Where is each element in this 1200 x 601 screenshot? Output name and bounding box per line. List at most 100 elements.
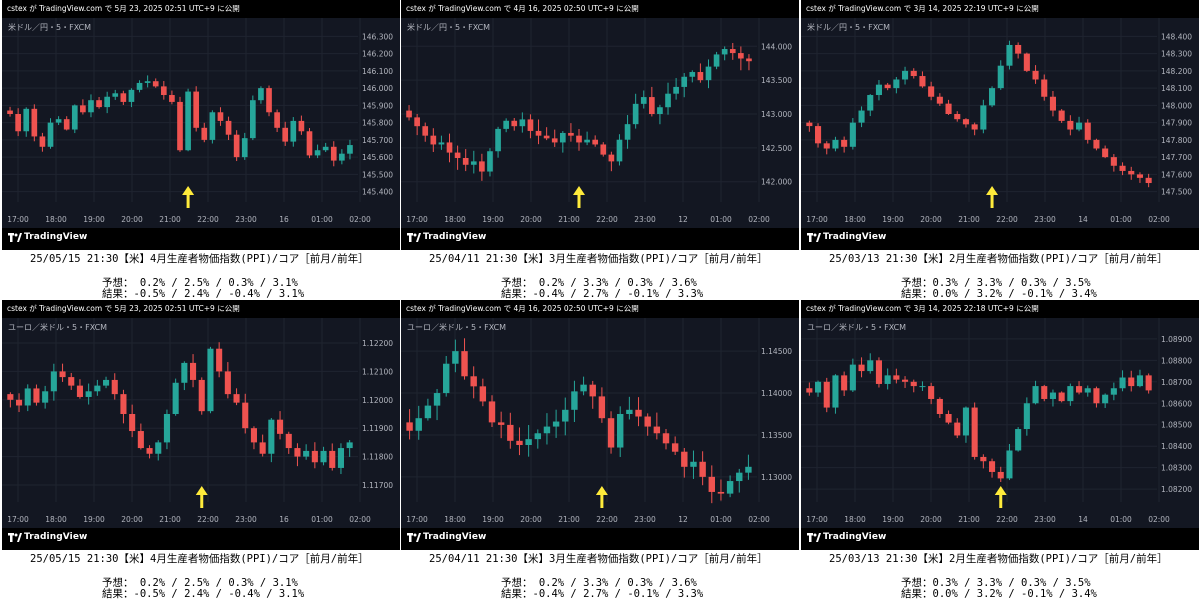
x-tick-label: 02:00 [349,515,371,524]
candle-body [746,58,752,62]
candle-body [919,386,926,388]
x-tick-label: 19:00 [882,515,904,524]
publish-header: cstex が TradingView.com で 3月 14, 2025 22… [801,300,1199,318]
candle-body [1102,394,1109,404]
candle-body [216,348,223,372]
brand-name: TradingView [823,232,887,242]
candle-body [815,381,822,393]
y-tick-label: 1.12000 [362,396,393,405]
tradingview-logo-icon [8,533,22,542]
x-tick-label: 16 [279,215,289,224]
candle-body [893,79,900,89]
candle-body [59,371,66,378]
candle-body [242,402,249,429]
candle-body [971,124,978,130]
candle-body [600,144,607,155]
y-tick-label: 147.500 [1161,188,1192,197]
x-tick-label: 20:00 [920,515,942,524]
candle-body [559,132,566,143]
candle-body [806,122,813,127]
candle-body [201,127,208,140]
candle-body [438,142,445,145]
x-tick-label: 02:00 [748,215,770,224]
candle-body [954,114,961,120]
candle-body [1110,157,1117,166]
y-tick-label: 146.000 [362,84,393,93]
tradingview-footer: TradingView [401,228,799,250]
candle-body [584,139,590,143]
candle-body [705,66,712,81]
candle-body [971,407,978,457]
y-tick-label: 142.000 [761,178,792,187]
candle-body [910,70,917,77]
candle-body [626,409,633,414]
candle-body [832,139,839,149]
x-tick-label: 19:00 [482,215,504,224]
candle-body [1006,450,1013,479]
forecast-line: 予想： 0.2% / 3.3% / 0.3% / 3.6% [501,577,697,589]
candlestick-chart: 148.400 148.300 148.200 148.100 148.000 147.9… [801,18,1199,228]
y-tick-label: 143.000 [761,110,792,119]
candle-body [479,161,485,172]
x-tick-label: 01:00 [311,215,333,224]
event-title: 25/05/15 21:30【米】4月生産者物価指数(PPI)/コア［前月/前年… [30,253,369,265]
candle-body [571,391,578,410]
candle-body [497,422,505,425]
candle-body [806,388,813,393]
candle-body [1049,96,1056,111]
candle-body [347,145,353,154]
candle-body [104,96,110,108]
x-tick-label: 17:00 [806,515,828,524]
candle-body [1058,392,1065,402]
x-tick-label: 20:00 [920,215,942,224]
candle-body [697,72,704,81]
x-tick-label: 02:00 [1148,515,1170,524]
candle-body [576,135,582,143]
x-tick-label: 23:00 [235,215,257,224]
forecast-line: 予想：0.3% / 3.3% / 0.3% / 3.5% [901,277,1091,289]
event-title: 25/04/11 21:30【米】3月生産者物価指数(PPI)/コア［前月/前年… [429,553,768,565]
event-title: 25/05/15 21:30【米】4月生産者物価指数(PPI)/コア［前月/前年… [30,553,369,565]
candle-body [1084,388,1091,393]
candle-body [671,443,679,452]
x-tick-label: 23:00 [1034,215,1056,224]
y-tick-label: 148.200 [1161,67,1192,76]
x-tick-label: 12 [678,215,688,224]
y-tick-label: 147.700 [1161,153,1192,162]
x-tick-label: 19:00 [83,215,105,224]
candle-body [414,117,420,127]
brand-name: TradingView [24,232,88,242]
x-tick-label: 17:00 [806,215,828,224]
candle-body [653,426,661,434]
candle-body [928,386,935,399]
candle-body [268,419,275,454]
y-tick-label: 1.11700 [362,481,393,490]
chart-panel: cstex が TradingView.com で 5月 23, 2025 02… [2,300,400,550]
candle-body [690,461,697,467]
candle-body [80,105,86,113]
x-tick-label: 23:00 [235,515,257,524]
candle-body [527,119,534,131]
event-arrow-icon [195,486,208,508]
x-tick-label: 18:00 [45,215,67,224]
candle-body [1041,79,1048,97]
y-tick-label: 148.100 [1161,84,1192,93]
x-tick-label: 23:00 [1034,515,1056,524]
candle-body [665,93,671,108]
candle-body [644,416,651,427]
candle-body [858,364,865,372]
candle-body [867,95,874,111]
y-tick-label: 147.600 [1161,170,1192,179]
candle-body [462,158,469,165]
candle-body [592,139,599,145]
candle-body [1136,174,1143,178]
result-line: 結果：-0.5% / 2.4% / -0.4% / 3.1% [102,588,305,600]
y-tick-label: 148.000 [1161,101,1192,110]
candle-body [76,385,83,397]
candle-body [635,409,642,417]
x-tick-label: 17:00 [7,515,29,524]
candle-body [649,97,655,114]
candle-body [738,53,744,59]
candle-body [290,120,297,142]
candle-body [589,384,596,397]
